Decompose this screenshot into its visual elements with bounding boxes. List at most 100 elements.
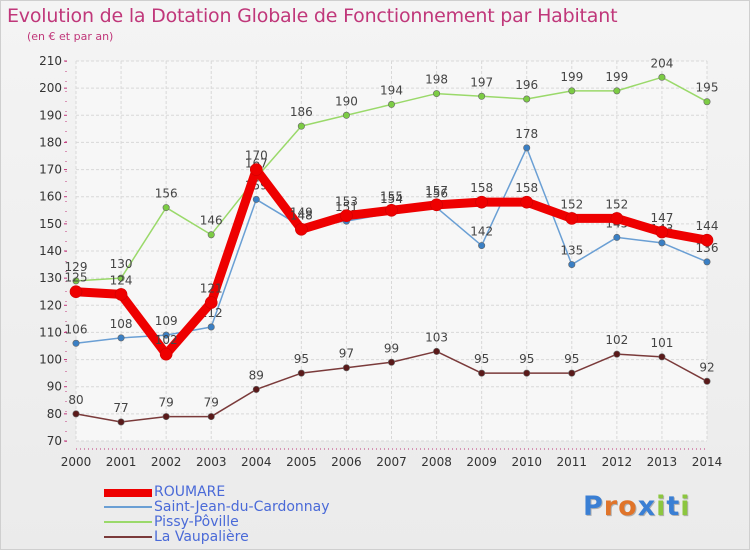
data-label: 198 xyxy=(425,73,448,87)
x-tick-label: 2011 xyxy=(557,455,588,469)
legend-label: Pissy-Pôville xyxy=(154,514,239,530)
x-tick-label: 2007 xyxy=(376,455,407,469)
data-point xyxy=(117,334,125,342)
data-point xyxy=(159,347,173,361)
legend-swatch-la-vaupaliere xyxy=(104,536,152,538)
data-point xyxy=(478,242,486,250)
data-point xyxy=(207,323,215,331)
legend-label: Saint-Jean-du-Cardonnay xyxy=(154,499,330,515)
data-label: 108 xyxy=(110,317,133,331)
data-point xyxy=(207,413,215,421)
data-label: 77 xyxy=(113,401,128,415)
x-tick-label: 2008 xyxy=(421,455,452,469)
y-tick-label: 110 xyxy=(39,325,62,339)
data-point xyxy=(613,350,621,358)
data-label: 102 xyxy=(155,333,178,347)
data-label: 158 xyxy=(515,181,538,195)
data-label: 152 xyxy=(560,197,583,211)
data-label: 144 xyxy=(696,219,719,233)
data-label: 136 xyxy=(696,241,719,255)
data-label: 99 xyxy=(384,341,399,355)
logo-letter: i xyxy=(680,491,691,522)
data-label: 95 xyxy=(294,352,309,366)
data-label: 147 xyxy=(650,211,673,225)
data-label: 154 xyxy=(380,192,403,206)
x-tick-label: 2003 xyxy=(196,455,227,469)
data-label: 125 xyxy=(65,271,88,285)
data-point xyxy=(117,418,125,426)
data-label: 135 xyxy=(560,244,583,258)
data-point xyxy=(610,212,624,225)
data-point xyxy=(342,364,350,372)
data-label: 186 xyxy=(290,105,313,119)
data-point xyxy=(297,122,305,130)
data-label: 121 xyxy=(200,282,223,296)
data-point xyxy=(658,239,666,247)
data-point xyxy=(252,385,260,393)
data-point xyxy=(340,209,353,223)
data-point xyxy=(655,225,669,239)
y-tick-label: 170 xyxy=(39,163,62,177)
data-label: 197 xyxy=(470,75,493,89)
y-tick-label: 70 xyxy=(47,434,62,448)
y-tick-label: 120 xyxy=(39,298,62,312)
logo-letter: o xyxy=(618,491,638,522)
data-point xyxy=(613,233,621,241)
data-label: 95 xyxy=(564,352,579,366)
data-label: 199 xyxy=(560,70,583,84)
x-tick-label: 2002 xyxy=(151,455,182,469)
x-tick-label: 2013 xyxy=(647,455,678,469)
data-point xyxy=(72,339,80,347)
data-label: 195 xyxy=(696,81,719,95)
y-tick-label: 200 xyxy=(39,81,62,95)
data-point xyxy=(72,277,80,285)
data-point xyxy=(162,413,170,421)
data-label: 152 xyxy=(605,197,628,211)
data-point xyxy=(568,87,576,95)
data-point xyxy=(523,144,531,152)
logo-letter: P xyxy=(583,491,604,522)
data-label: 95 xyxy=(519,352,534,366)
x-tick-label: 2012 xyxy=(602,455,633,469)
data-label: 156 xyxy=(425,187,448,201)
data-point xyxy=(478,369,486,377)
y-tick-label: 90 xyxy=(47,380,62,394)
data-point xyxy=(523,95,531,103)
data-point xyxy=(658,353,666,361)
data-point xyxy=(703,377,711,385)
x-tick-label: 2005 xyxy=(286,455,317,469)
data-label: 79 xyxy=(159,396,174,410)
data-label: 155 xyxy=(380,189,403,203)
data-point xyxy=(249,163,263,176)
legend-swatch-saint-jean xyxy=(104,506,152,508)
data-point xyxy=(342,111,350,119)
chart-subtitle: (en € et par an) xyxy=(27,30,114,43)
data-point xyxy=(69,285,83,299)
legend-label: La Vaupalière xyxy=(154,529,249,545)
legend-label: ROUMARE xyxy=(154,484,226,500)
data-label: 158 xyxy=(470,181,493,195)
logo-letter: t xyxy=(666,491,681,522)
data-label: 204 xyxy=(650,56,673,70)
data-point xyxy=(568,369,576,377)
y-tick-label: 130 xyxy=(39,271,62,285)
data-point xyxy=(613,87,621,95)
data-point xyxy=(433,347,441,355)
data-label: 153 xyxy=(335,195,358,209)
y-tick-label: 100 xyxy=(39,353,62,367)
data-label: 146 xyxy=(200,214,223,228)
data-point xyxy=(700,233,714,247)
data-label: 178 xyxy=(515,127,538,141)
data-point xyxy=(114,288,128,301)
y-tick-label: 140 xyxy=(39,244,62,258)
data-point xyxy=(478,92,486,100)
legend-swatch-pissy-poville xyxy=(104,521,152,523)
x-tick-label: 2001 xyxy=(106,455,137,469)
chart-title: Evolution de la Dotation Globale de Fonc… xyxy=(7,5,618,27)
data-point xyxy=(387,100,395,108)
y-tick-label: 80 xyxy=(47,407,62,421)
x-tick-label: 2006 xyxy=(331,455,362,469)
data-point xyxy=(658,73,666,81)
data-point xyxy=(162,331,170,339)
data-point xyxy=(297,369,305,377)
